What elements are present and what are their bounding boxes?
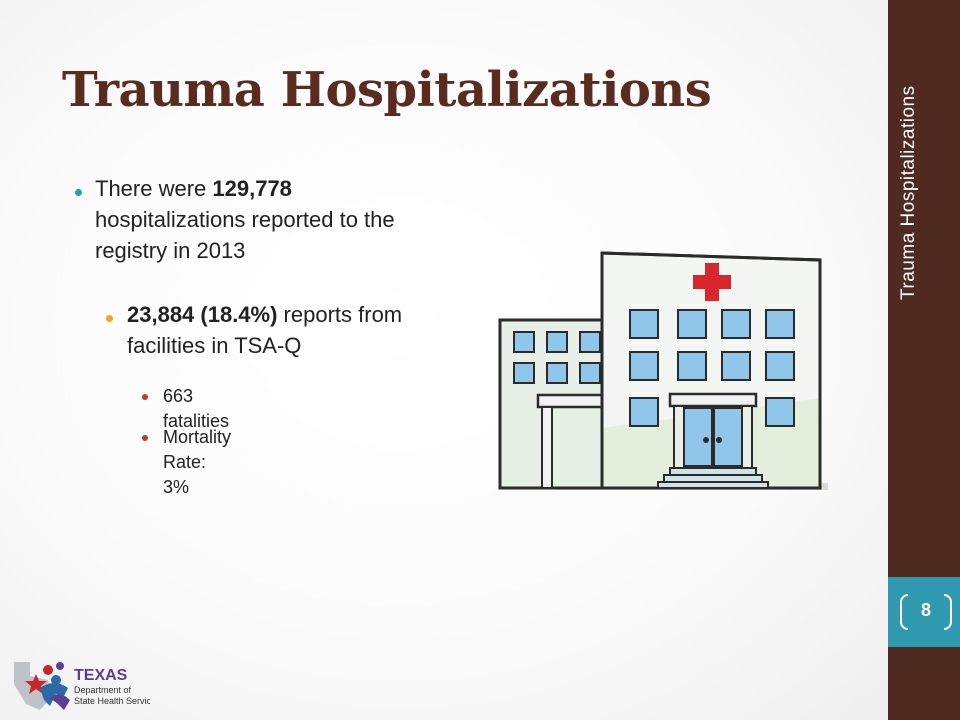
svg-text:Department of: Department of bbox=[74, 685, 132, 695]
svg-text:TEXAS: TEXAS bbox=[74, 667, 128, 684]
right-bracket bbox=[944, 594, 952, 630]
page-number: 8 bbox=[920, 600, 931, 620]
bullet-text: Mortality Rate: 3% bbox=[163, 427, 232, 498]
side-title: Trauma Hospitalizations bbox=[898, 85, 919, 300]
slide-title: Trauma Hospitalizations bbox=[62, 62, 712, 118]
svg-text:State Health Services: State Health Services bbox=[74, 696, 150, 706]
bullet-dot bbox=[142, 435, 148, 441]
left-bracket bbox=[900, 594, 908, 630]
bullet-dot bbox=[106, 315, 113, 322]
hospital-illustration bbox=[498, 251, 828, 490]
texas-dshs-logo: TEXAS Department of State Health Service… bbox=[10, 654, 161, 712]
bullet-text: 23,884 (18.4%) reports from facilities i… bbox=[127, 302, 403, 358]
bullet-dot bbox=[75, 189, 82, 196]
bullet-text: 663 fatalities bbox=[163, 386, 230, 432]
bullet-text: There were 129,778 hospitalizations repo… bbox=[95, 176, 395, 263]
bullet-dot bbox=[142, 394, 148, 400]
